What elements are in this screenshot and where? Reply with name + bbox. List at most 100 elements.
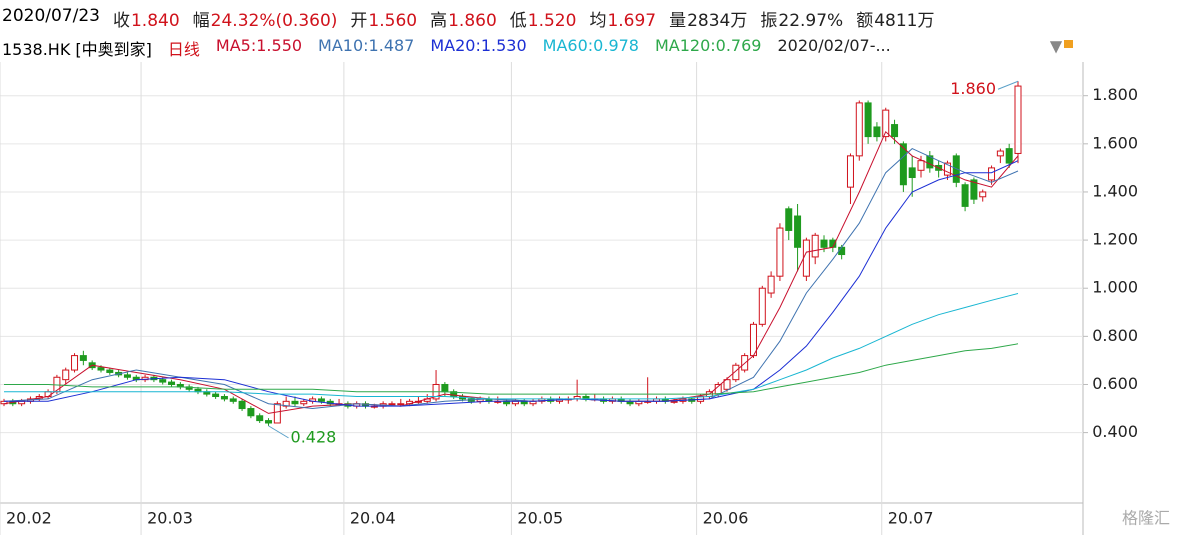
dropdown-icon[interactable]: ▼	[1050, 37, 1063, 56]
candle-body	[71, 355, 79, 371]
annotation: 0.428	[291, 427, 337, 446]
y-tick-label: 1.800	[1092, 85, 1138, 104]
quote-value: 1.560	[368, 11, 418, 31]
candle-body	[388, 403, 396, 406]
quote-label: 低	[509, 11, 527, 31]
candle-body	[159, 379, 167, 383]
candle-body	[238, 400, 246, 410]
x-tick-label: 20.03	[147, 509, 193, 528]
legend-entry: MA20:1.530	[430, 36, 527, 55]
candle-body	[864, 102, 872, 138]
quote-label: 幅	[192, 11, 210, 31]
y-tick-label: 0.400	[1092, 422, 1138, 441]
candle-body	[820, 239, 828, 248]
y-tick-label: 1.400	[1092, 181, 1138, 200]
candle-body	[917, 160, 925, 171]
x-tick-label: 20.06	[703, 509, 749, 528]
legend-entry: MA60:0.978	[542, 36, 639, 55]
legend-entry: MA10:1.487	[318, 36, 415, 55]
quote-label: 收	[112, 11, 130, 31]
quote-label: 开	[350, 11, 368, 31]
candle-body	[317, 398, 325, 402]
candle-body	[802, 239, 810, 277]
ma-line	[4, 343, 1019, 395]
y-tick-label: 1.000	[1092, 278, 1138, 297]
candle-body	[441, 383, 449, 393]
candle-body	[996, 150, 1004, 157]
candle-body	[873, 126, 881, 138]
candle-body	[256, 415, 264, 422]
candle-body	[44, 391, 52, 398]
y-tick-label: 0.800	[1092, 326, 1138, 345]
quote-item: 高1.860	[429, 6, 497, 31]
candle-body	[106, 369, 114, 373]
candle-body	[846, 155, 854, 188]
quote-item: 开1.560	[349, 6, 417, 31]
candle-body	[899, 143, 907, 186]
annotation-arrow	[268, 425, 289, 439]
legend: 1538.HK [中奥到家] 日线 MA5:1.550 MA10:1.487 MA2…	[2, 36, 891, 60]
candle-body	[670, 400, 678, 403]
quote-label: 高	[430, 11, 448, 31]
quote-label: 振	[760, 11, 778, 31]
candle-body	[891, 124, 899, 138]
candle-body	[62, 369, 70, 381]
quote-item: 收1.840	[112, 6, 180, 31]
candle-body	[767, 275, 775, 294]
candle-body	[723, 379, 731, 390]
quote-label: 量	[669, 11, 687, 31]
quote-label: 额	[856, 11, 874, 31]
candle-body	[908, 167, 916, 179]
quote-value: 2834万	[687, 11, 748, 31]
candle-body	[273, 403, 281, 424]
y-tick-label: 1.200	[1092, 230, 1138, 249]
quote-item: 量2834万	[668, 6, 747, 31]
symbol: 1538.HK [中奥到家]	[2, 40, 152, 59]
y-tick-label: 1.600	[1092, 133, 1138, 152]
period: 日线	[167, 40, 200, 59]
annotation: 1.860	[950, 79, 996, 98]
candle-body	[397, 403, 405, 406]
candle-body	[212, 393, 220, 398]
candle-body	[123, 374, 131, 378]
legend-entry: MA5:1.550	[215, 36, 303, 55]
quote-value: 1.520	[527, 11, 577, 31]
ma-line	[4, 160, 1019, 407]
quote-item: 幅24.32%(0.360)	[192, 6, 338, 31]
quote-value: 1.840	[130, 11, 180, 31]
quote-value: 24.32%(0.360)	[210, 11, 338, 31]
quote-value: 22.97%	[778, 11, 844, 31]
candle-body	[282, 400, 290, 407]
candle-body	[882, 109, 890, 138]
candle-body	[168, 381, 176, 385]
candle-body	[970, 179, 978, 200]
candle-body	[943, 162, 951, 176]
annotation-arrow	[997, 80, 1019, 90]
candle-body	[961, 184, 969, 207]
candle-body	[220, 396, 228, 400]
quote-value: 1.860	[448, 11, 497, 31]
legend-entry: MA120:0.769	[654, 36, 762, 55]
x-tick-label: 20.04	[350, 509, 396, 528]
candle-body	[229, 398, 237, 402]
candle-body	[1005, 148, 1013, 164]
x-tick-label: 20.02	[6, 509, 52, 528]
quote-item: 额4811万	[855, 6, 934, 31]
candle-body	[79, 355, 87, 361]
candle-body	[247, 408, 255, 417]
quote-value: 4811万	[874, 11, 935, 31]
quote-item: 均1.697	[588, 6, 656, 31]
quote-header: 2020/07/23 收1.840 幅24.32%(0.360) 开1.560 高1.…	[2, 6, 934, 31]
candle-body	[988, 167, 996, 181]
lock-icon[interactable]	[1064, 40, 1073, 48]
candle-body	[97, 367, 105, 371]
candle-body	[785, 208, 793, 231]
y-tick-label: 0.600	[1092, 374, 1138, 393]
candle-body	[291, 400, 299, 405]
candle-body	[1014, 85, 1022, 154]
x-tick-label: 20.07	[888, 509, 934, 528]
x-tick-label: 20.05	[517, 509, 563, 528]
range-label: 2020/02/07-...	[777, 36, 891, 55]
